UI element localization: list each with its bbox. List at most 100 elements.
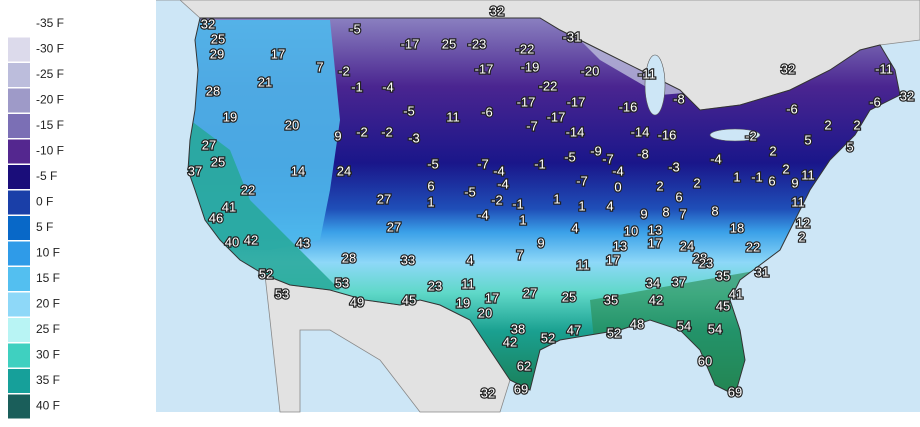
legend-label: 25 F <box>36 322 60 336</box>
legend-label: 40 F <box>36 399 60 413</box>
temperature-label: 60 <box>698 353 712 368</box>
temperature-label: 27 <box>377 191 391 206</box>
legend-label: -30 F <box>36 42 64 56</box>
temperature-label: 45 <box>402 292 416 307</box>
temperature-label: -17 <box>517 94 536 109</box>
temperature-label: 32 <box>490 3 504 18</box>
legend-label: 35 F <box>36 373 60 387</box>
temperature-label: 17 <box>606 252 620 267</box>
legend-label: 20 F <box>36 297 60 311</box>
temperature-label: 2 <box>693 175 700 190</box>
temperature-label: -11 <box>875 61 893 76</box>
legend-label: -5 F <box>36 169 57 183</box>
temperature-label: 41 <box>222 199 236 214</box>
temperature-label: 31 <box>755 264 769 279</box>
temperature-label: -17 <box>567 94 586 109</box>
temperature-label: 38 <box>511 321 525 336</box>
temperature-label: 14 <box>291 163 305 178</box>
temperature-label: -2 <box>745 128 757 143</box>
temperature-label: -4 <box>477 207 489 222</box>
temperature-label: 27 <box>387 219 401 234</box>
temperature-label: 5 <box>846 139 853 154</box>
legend-swatch <box>8 63 30 87</box>
legend-swatch <box>8 394 30 419</box>
temperature-label: 47 <box>567 322 581 337</box>
temperature-label: 52 <box>541 330 555 345</box>
temperature-label: 6 <box>768 173 775 188</box>
legend-label: 15 F <box>36 271 60 285</box>
temperature-label: -7 <box>477 156 489 171</box>
temperature-label: -6 <box>786 101 798 116</box>
temperature-label: 11 <box>801 167 815 182</box>
temperature-label: 37 <box>672 274 686 289</box>
temperature-label: 25 <box>211 154 225 169</box>
temperature-label: 29 <box>210 46 224 61</box>
temperature-label: 42 <box>503 334 517 349</box>
temperature-label: -17 <box>475 61 494 76</box>
legend-swatch <box>8 318 30 342</box>
temperature-label: 0 <box>614 179 621 194</box>
temperature-label: 41 <box>729 286 743 301</box>
temperature-label: 25 <box>211 31 225 46</box>
temperature-label: 25 <box>562 289 576 304</box>
temperature-label: 32 <box>481 385 495 400</box>
temperature-label: 33 <box>401 252 415 267</box>
legend-label: 5 F <box>36 220 53 234</box>
temperature-label: 48 <box>630 316 644 331</box>
temperature-label: -1 <box>512 196 524 211</box>
legend-label: -20 F <box>36 93 64 107</box>
temperature-label: 27 <box>202 137 216 152</box>
temperature-label: -5 <box>427 156 439 171</box>
temperature-label: -20 <box>581 63 600 78</box>
temperature-label: 52 <box>607 325 621 340</box>
legend-swatch <box>8 216 30 240</box>
temperature-label: 2 <box>798 229 805 244</box>
temperature-label: 2 <box>853 117 860 132</box>
temperature-label: -31 <box>563 29 582 44</box>
temperature-label: 11 <box>791 194 805 209</box>
temperature-label: -17 <box>547 109 566 124</box>
temperature-label: 40 <box>225 234 239 249</box>
temperature-label: 34 <box>646 275 660 290</box>
temperature-label: -5 <box>564 149 576 164</box>
temperature-label: 46 <box>209 210 223 225</box>
temperature-label: 17 <box>271 46 285 61</box>
temperature-label: 32 <box>900 88 914 103</box>
temperature-label: 2 <box>769 143 776 158</box>
temperature-label: 1 <box>578 198 585 213</box>
temperature-label: -7 <box>576 173 588 188</box>
temperature-label: 17 <box>485 290 499 305</box>
temperature-label: -5 <box>403 103 415 118</box>
temperature-label: -4 <box>612 163 624 178</box>
temperature-label: -3 <box>668 159 680 174</box>
temperature-label: 2 <box>824 117 831 132</box>
temperature-label: 9 <box>334 128 341 143</box>
temperature-label: 62 <box>517 358 531 373</box>
temperature-label: -8 <box>673 91 685 106</box>
temperature-label: -16 <box>658 127 677 142</box>
temperature-label: -4 <box>493 163 505 178</box>
temperature-label: -4 <box>497 176 509 191</box>
temperature-label: 52 <box>259 266 273 281</box>
temperature-label: 8 <box>662 204 669 219</box>
temperature-label: 22 <box>746 239 760 254</box>
temperature-label: 69 <box>728 384 742 399</box>
legend-swatch <box>8 114 30 138</box>
temperature-label: -16 <box>619 99 638 114</box>
legend-swatch <box>8 241 30 266</box>
legend-swatch <box>8 292 30 317</box>
legend-swatch <box>8 165 30 189</box>
temperature-label: -1 <box>751 169 763 184</box>
temperature-label: 9 <box>537 235 544 250</box>
temperature-label: 11 <box>461 276 475 291</box>
legend-label: 10 F <box>36 246 60 260</box>
temperature-label: -19 <box>521 59 540 74</box>
temperature-label: 32 <box>781 61 795 76</box>
temperature-label: -14 <box>566 124 585 139</box>
legend-swatch <box>8 37 30 62</box>
temperature-label: 9 <box>640 206 647 221</box>
temperature-label: 17 <box>648 235 662 250</box>
